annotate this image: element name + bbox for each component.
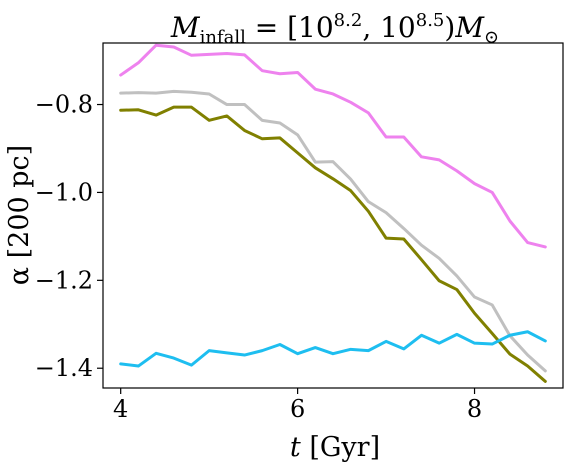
- y-tick-label: −1.4: [35, 354, 93, 382]
- x-tick-label: 8: [467, 395, 482, 423]
- series-line-4: [119, 330, 547, 368]
- title-exponent-2: 8.5: [416, 10, 445, 31]
- title-m: M: [170, 11, 201, 44]
- y-tick-label: −1.2: [35, 266, 93, 294]
- series-line-1: [119, 43, 547, 249]
- plot-frame: [102, 42, 564, 389]
- x-tick-label: 4: [113, 395, 128, 423]
- y-axis-label: α [200 pc]: [4, 145, 35, 285]
- chart-title: Minfall = [108.2, 108.5)M⊙: [170, 10, 499, 48]
- title-comma: , 10: [362, 11, 415, 44]
- y-tick-label: −0.8: [35, 91, 93, 119]
- series-layer: [119, 43, 547, 383]
- x-tick-label: 6: [290, 395, 305, 423]
- title-m2: M: [454, 11, 485, 44]
- title-sun-subscript: ⊙: [484, 27, 499, 48]
- series-line-2: [119, 89, 547, 373]
- title-exponent-1: 8.2: [334, 10, 363, 31]
- ticks-layer: 4 6 8 −1.4 −1.2 −1.0 −0.8: [35, 91, 482, 423]
- y-tick-label: −1.0: [35, 178, 93, 206]
- x-axis-label-unit: [Gyr]: [301, 432, 380, 463]
- x-axis-label-var: t: [290, 432, 301, 463]
- title-equals: = [10: [246, 11, 334, 44]
- series-line-3: [119, 105, 547, 383]
- x-axis-label: t [Gyr]: [290, 432, 380, 463]
- title-infall-subscript: infall: [200, 27, 247, 48]
- title-close: ): [444, 11, 455, 44]
